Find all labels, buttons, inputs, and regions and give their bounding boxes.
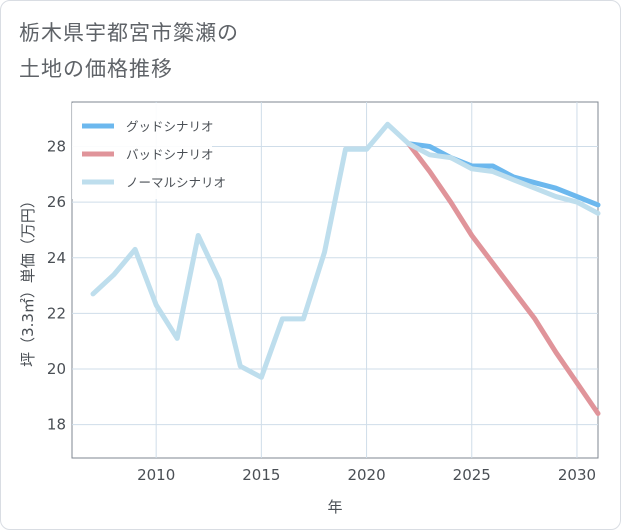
x-tick-label: 2015 (242, 466, 280, 484)
x-tick-labels: 2010 2015 2020 2025 2030 (137, 466, 596, 484)
y-tick-label: 22 (47, 304, 66, 322)
chart-title-line-2: 土地の価格推移 (19, 57, 173, 81)
series-line-2 (90, 121, 601, 380)
y-tick-label: 20 (47, 360, 66, 378)
chart-title: 栃木県宇都宮市簗瀬の 土地の価格推移 (19, 15, 239, 87)
x-tick-label: 2030 (558, 466, 596, 484)
series-lines (90, 121, 601, 416)
y-tick-label: 28 (47, 138, 66, 156)
series-line-1 (406, 141, 601, 416)
legend-label-0: グッドシナリオ (126, 119, 214, 134)
x-tick-label: 2020 (347, 466, 385, 484)
series-line-0 (406, 141, 601, 208)
y-tick-label: 26 (47, 193, 66, 211)
chart-title-line-1: 栃木県宇都宮市簗瀬の (19, 21, 239, 45)
legend-label-1: バッドシナリオ (126, 147, 214, 162)
y-axis-label: 坪（3.3㎡）単価（万円） (19, 193, 37, 367)
y-tick-label: 18 (47, 416, 66, 434)
x-tick-label: 2025 (453, 466, 491, 484)
y-tick-labels: 18 20 22 24 26 28 (47, 138, 66, 434)
y-tick-label: 24 (47, 249, 66, 267)
x-tick-label: 2010 (137, 466, 175, 484)
legend-label-2: ノーマルシナリオ (126, 175, 226, 190)
x-axis-label: 年 (327, 498, 342, 516)
